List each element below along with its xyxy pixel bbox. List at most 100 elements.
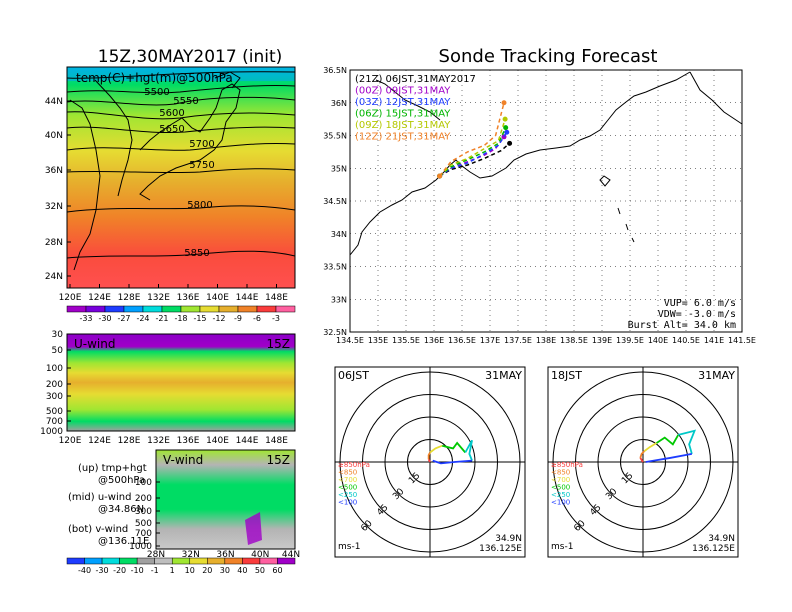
lat-tick-label: 33.5N	[323, 263, 347, 272]
colorbar-swatch	[154, 557, 173, 565]
track-line	[439, 127, 507, 177]
level-legend: <250	[338, 491, 357, 499]
level-legend: <850	[551, 469, 570, 477]
track-grid	[350, 70, 742, 332]
map-500-frame	[66, 66, 296, 289]
colorbar-label: -27	[117, 314, 130, 323]
uwind-frame	[66, 333, 296, 432]
colorbar-swatch	[142, 305, 163, 313]
colorbar-label: -3	[272, 314, 280, 323]
hodograph-unit: ms-1	[551, 542, 573, 552]
contour-label: 5800	[187, 200, 212, 211]
colorbar-label: 1	[170, 566, 175, 575]
lon-tick-label: 132E	[147, 293, 170, 303]
colorbar-label: -6	[253, 314, 261, 323]
lon-tick-label: 134.5E	[336, 336, 364, 345]
colorbar-swatch	[161, 305, 182, 313]
legend-entry: (03Z) 12JST,31MAY	[355, 97, 451, 108]
lat-tick-label: 40N	[45, 131, 63, 141]
colorbar-swatch	[123, 305, 144, 313]
colorbar-swatch	[199, 305, 220, 313]
colorbar-label: -15	[193, 314, 206, 323]
contour-label: 5550	[173, 96, 198, 107]
colorbar-label: -20	[113, 566, 126, 575]
landing-point	[504, 129, 510, 135]
vwind-lat-ticks: 28N 32N 36N 40N 44N	[147, 550, 300, 560]
vwind-label: V-wind	[163, 453, 203, 467]
lon-tick-label: 144E	[236, 436, 259, 446]
pressure-tick-label: 300	[46, 392, 63, 402]
legend-entry: (00Z) 09JST,31MAY	[355, 86, 451, 97]
lat-tick-label: 35N	[331, 164, 347, 173]
pressure-tick-label: 500	[46, 407, 63, 417]
colorbar-swatch	[101, 557, 120, 565]
lon-tick-label: 124E	[88, 436, 111, 446]
colorbar-swatch	[224, 557, 243, 565]
lon-tick-label: 140.5E	[672, 336, 700, 345]
lon-tick-label: 144E	[236, 293, 259, 303]
colorbar-swatch	[207, 557, 226, 565]
colorbar-label: -30	[98, 314, 111, 323]
lon-tick-label: 137.5E	[504, 336, 532, 345]
contour-label: 5750	[189, 160, 214, 171]
colorbar-label: -18	[174, 314, 187, 323]
lat-tick-label: 33N	[331, 295, 347, 304]
contour-label: 5850	[184, 248, 209, 259]
uwind-label: U-wind	[74, 337, 115, 351]
hodograph-trace	[678, 429, 697, 455]
descent-rate: VDW= -3.0 m/s	[658, 309, 736, 320]
hodograph-date: 31MAY	[485, 369, 522, 382]
colorbar-swatch	[104, 305, 125, 313]
colorbar-label: -21	[155, 314, 168, 323]
note-mid-sub: @34.86N	[98, 504, 144, 515]
lon-tick-label: 135E	[368, 336, 388, 345]
track-series	[437, 100, 513, 179]
colorbar-label: 60	[272, 566, 282, 575]
level-legend: ≥850hPa	[338, 461, 370, 469]
lat-tick-label: 40N	[251, 550, 269, 560]
lon-tick-label: 128E	[118, 293, 141, 303]
lat-tick-label: 36N	[331, 99, 347, 108]
lat-tick-label: 36N	[45, 166, 63, 176]
height-contours	[66, 71, 296, 259]
level-legend: <500	[551, 484, 570, 492]
pressure-tick-label: 50	[52, 346, 64, 356]
pressure-tick-label: 1000	[40, 427, 63, 437]
pressure-tick-label: 700	[46, 417, 63, 427]
colorbar-label: -10	[131, 566, 144, 575]
hodograph-trace	[645, 452, 693, 463]
colorbar-label: -1	[151, 566, 159, 575]
landing-point	[502, 116, 508, 122]
contour-label: 5650	[159, 124, 184, 135]
level-legend: ≥850hPa	[551, 461, 583, 469]
hodograph-time: 06JST	[338, 369, 369, 382]
legend-entry: (21Z) 06JST,31MAY2017	[355, 74, 476, 85]
colorbar-swatch	[84, 557, 103, 565]
map-500-lat-ticks: 44N 40N 36N 32N 28N 24N	[45, 97, 71, 282]
legend-entry: (06Z) 15JST,31MAY	[355, 109, 451, 120]
lat-tick-label: 28N	[147, 550, 165, 560]
landing-point	[501, 100, 507, 106]
hodograph-lon: 136.125E	[479, 544, 522, 554]
colorbar-label: 50	[255, 566, 265, 575]
burst-altitude: Burst Alt= 34.0 km	[628, 320, 736, 331]
colorbar-label: -9	[234, 314, 242, 323]
track-lat-ticks: 36.5N 36N 35.5N 35N 34.5N 34N 33.5N 33N 32.5N	[323, 66, 347, 337]
coastline	[69, 71, 241, 271]
level-legend: <700	[338, 476, 357, 484]
hodograph-lat: 34.9N	[708, 534, 735, 544]
note-bot: (bot) v-wind	[68, 524, 128, 535]
lat-tick-label: 32N	[182, 550, 200, 560]
pressure-tick-label: 100	[46, 364, 63, 374]
landing-point	[507, 140, 513, 146]
pressure-tick-label: 300	[135, 507, 152, 517]
lon-tick-label: 128E	[118, 436, 141, 446]
vwind-time: 15Z	[267, 453, 291, 467]
colorbar-label: -33	[79, 314, 92, 323]
lon-tick-label: 140E	[206, 293, 229, 303]
